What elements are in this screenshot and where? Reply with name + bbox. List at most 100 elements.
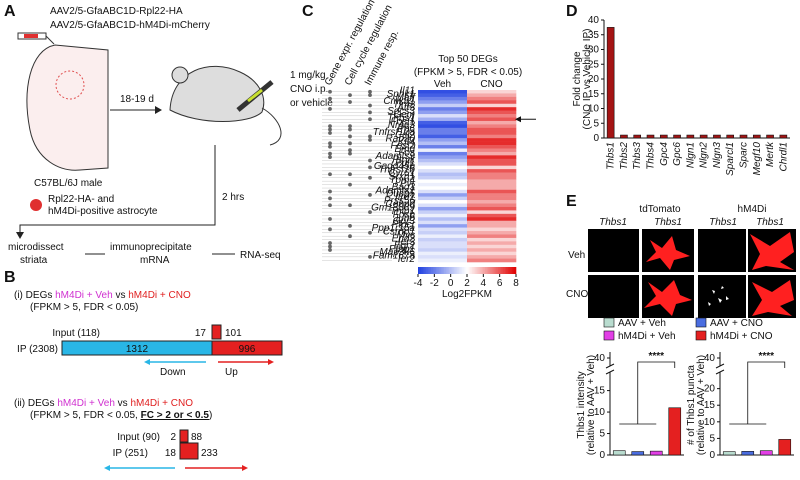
gene-label: Klf4 — [398, 137, 416, 148]
gene-label: Sphk1 — [387, 89, 415, 100]
annotation-dot — [348, 93, 352, 98]
gene-label: Gpr3 — [393, 216, 416, 227]
heatmap-cell — [418, 169, 468, 173]
count: 88 — [191, 432, 203, 443]
y-tick-label: 35 — [588, 30, 600, 41]
gene-label: Emd — [394, 144, 415, 155]
vector: AAV2/5-GfaABC1D-hM4Di-mCherry — [50, 20, 210, 31]
colorbar-step — [499, 267, 502, 274]
annotation-dot — [348, 124, 352, 129]
heatmap-cell — [467, 196, 517, 201]
annotation-dot — [328, 107, 332, 111]
annotation-dot — [348, 151, 352, 156]
step: RNA-seq — [240, 250, 281, 261]
index: (ii) — [14, 398, 25, 409]
colorbar-step — [449, 267, 451, 274]
heatmap-cell — [418, 248, 468, 252]
bar — [659, 134, 668, 139]
stain: Thbs1 — [599, 217, 627, 228]
y-tick-label: 40 — [594, 353, 606, 364]
bar — [620, 134, 628, 139]
heatmap-cell — [467, 158, 517, 163]
marker: tdTomato — [639, 204, 681, 215]
heatmap-cell — [418, 107, 468, 111]
annotation-dot — [328, 155, 332, 159]
heatmap-cell — [467, 203, 517, 208]
bar — [606, 27, 615, 139]
panel-label: E — [566, 193, 577, 210]
annotation-dot — [348, 182, 352, 187]
image — [698, 275, 746, 318]
colorbar-step — [471, 267, 474, 274]
annotation-dot — [328, 244, 332, 249]
panel-label: A — [4, 3, 16, 20]
criteria: (FPKM > 5, FDR < 0.05) — [30, 302, 138, 313]
heatmap-cell — [467, 93, 517, 98]
heatmap-cell — [467, 237, 517, 242]
heatmap-cell — [418, 200, 468, 204]
step: immunoprecipitate — [110, 242, 192, 253]
heatmap-cell — [418, 210, 468, 215]
colorbar-step — [437, 267, 440, 274]
annotation-dot — [328, 196, 332, 201]
colorbar-step — [486, 267, 489, 274]
y-axis-label: Thbs1 intensity — [576, 371, 587, 438]
gene-label: Atf3 — [396, 103, 415, 114]
stain: Thbs1 — [654, 217, 682, 228]
x-tick-label: Thbs4 — [646, 142, 657, 170]
x-tick-label: Nlgn2 — [699, 142, 710, 169]
count: 996 — [239, 344, 256, 355]
heatmap-title: Top 50 DEGs — [438, 54, 497, 65]
count: 2 — [170, 432, 176, 443]
gene-label: Tinf2 — [393, 99, 416, 110]
annotation-dot — [368, 137, 372, 142]
bar — [722, 451, 736, 456]
y-tick-label: 10 — [588, 104, 600, 115]
arrowhead — [515, 116, 521, 123]
heatmap-cell — [418, 231, 468, 235]
bar — [673, 134, 681, 139]
heatmap-cell — [467, 148, 517, 153]
dose: or vehicle — [290, 98, 333, 109]
heatmap-cell — [418, 134, 468, 139]
x-tick-label: Gpc6 — [672, 142, 683, 166]
heatmap-cell — [418, 193, 468, 197]
astrocyte — [646, 236, 690, 270]
x-tick-label: Thbs3 — [632, 142, 643, 170]
colorbar-step — [470, 267, 473, 274]
panel-e-images: tdTomato hM4Di Thbs1 Thbs1 Thbs1 Thbs1 V… — [566, 204, 796, 318]
heatmap-cell — [467, 255, 517, 259]
annotation-dot — [368, 134, 372, 139]
annotation-dot — [328, 144, 332, 149]
heatmap-cell — [467, 117, 517, 122]
annotation-dot — [348, 234, 352, 239]
colorbar-step — [484, 267, 487, 274]
colorbar-step — [424, 267, 427, 274]
gene-label: Srxn1 — [389, 172, 415, 183]
gene-label: Ifrd1 — [395, 192, 415, 203]
y-tick-label: 5 — [599, 429, 605, 440]
bar — [726, 134, 735, 139]
heatmap-cell — [467, 172, 517, 177]
gene-label: Adamts9 — [375, 151, 416, 162]
gene-label: Gem — [393, 110, 415, 121]
x-tick-label: Chrdl1 — [778, 142, 789, 171]
colorbar-step — [463, 267, 466, 274]
arrowhead — [104, 465, 110, 471]
heatmap-cell — [418, 244, 468, 249]
gene-label: Ier2 — [398, 254, 416, 265]
syringe-fill-b — [247, 88, 263, 103]
up-bar — [211, 340, 283, 356]
gene-label: Il11 — [400, 86, 415, 97]
heatmap-cell — [467, 193, 517, 197]
heatmap-cell — [418, 151, 468, 156]
x-tick-label: Sparcl1 — [725, 142, 736, 176]
heatmap-cell — [467, 220, 517, 225]
legend-label: AAV + CNO — [710, 318, 763, 329]
group-b: hM4Di + CNO — [130, 398, 193, 409]
axis-break — [715, 363, 725, 369]
heatmap-cell — [467, 100, 517, 105]
y-tick-label: 15 — [704, 400, 716, 411]
bar — [686, 134, 695, 139]
astrocyte — [644, 280, 692, 316]
